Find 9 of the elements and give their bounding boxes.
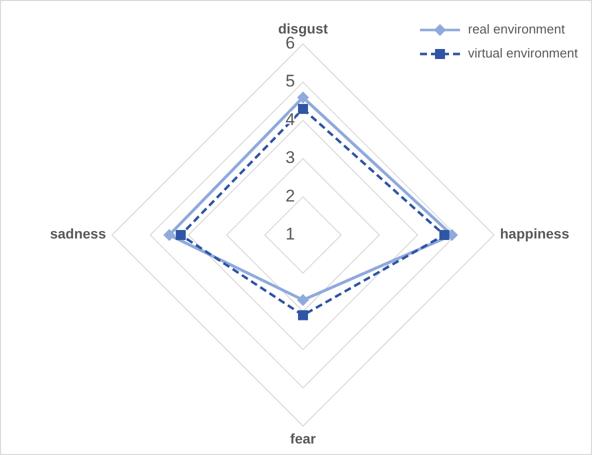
legend-label: virtual environment xyxy=(468,45,578,60)
spoke-label: sadness xyxy=(50,226,106,242)
y-tick-label: 3 xyxy=(286,148,295,168)
spoke-label: happiness xyxy=(500,226,570,242)
y-tick-label: 1 xyxy=(286,224,295,244)
y-tick-label: 5 xyxy=(286,72,295,91)
spoke-label: fear xyxy=(290,430,316,447)
y-tick-label: 2 xyxy=(286,186,295,206)
legend-label: real environment xyxy=(468,21,566,36)
